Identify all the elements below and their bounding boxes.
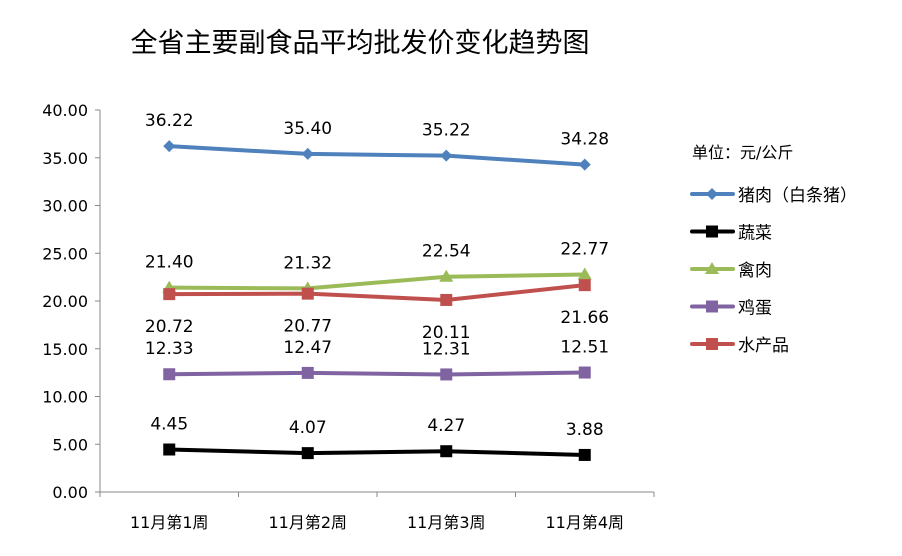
y-tick-label: 40.00 — [42, 101, 88, 120]
legend-label: 水产品 — [738, 336, 789, 356]
data-point — [440, 293, 453, 306]
data-label: 36.22 — [145, 111, 194, 131]
data-label: 20.77 — [283, 317, 332, 337]
legend-label: 蔬菜 — [738, 224, 772, 244]
series-line — [169, 144, 585, 167]
y-tick-label: 0.00 — [52, 483, 88, 502]
data-point — [163, 288, 176, 301]
data-point — [301, 147, 314, 160]
data-label: 21.66 — [560, 308, 609, 328]
chart-title: 全省主要副食品平均批发价变化趋势图 — [131, 28, 590, 59]
legend-label: 鸡蛋 — [738, 299, 772, 319]
data-label: 21.32 — [283, 253, 332, 273]
data-label: 35.22 — [422, 121, 471, 141]
x-tick-label: 11月第1周 — [130, 513, 209, 532]
data-point — [301, 287, 314, 300]
series-line — [169, 447, 585, 457]
y-tick-label: 30.00 — [42, 197, 88, 216]
data-label: 12.31 — [422, 339, 471, 359]
data-point — [163, 368, 176, 381]
data-point — [578, 279, 591, 292]
data-point — [440, 368, 453, 381]
legend-marker — [706, 300, 718, 313]
data-point — [163, 443, 176, 456]
data-label: 4.45 — [150, 415, 188, 435]
data-label: 20.72 — [145, 317, 194, 337]
data-label: 35.40 — [283, 119, 332, 139]
data-point — [578, 448, 591, 461]
y-tick-label: 25.00 — [42, 244, 88, 263]
series-line — [169, 283, 585, 302]
data-label: 12.51 — [560, 338, 609, 358]
data-point — [440, 149, 453, 162]
data-point — [163, 140, 176, 153]
legend-marker — [706, 338, 718, 350]
series-line — [169, 272, 585, 291]
data-label: 34.28 — [560, 130, 609, 150]
unit-label: 单位：元/公斤 — [692, 143, 793, 162]
data-label: 20.11 — [422, 323, 471, 343]
y-tick-label: 5.00 — [52, 435, 88, 454]
legend-marker — [706, 188, 718, 200]
data-point — [578, 158, 591, 171]
data-label: 12.33 — [145, 339, 194, 359]
y-tick-label: 20.00 — [42, 292, 88, 311]
data-label: 4.07 — [289, 418, 327, 438]
data-point — [440, 445, 453, 458]
data-point — [578, 366, 591, 379]
legend-label: 禽肉 — [738, 261, 772, 281]
legend-marker — [705, 262, 719, 274]
data-label: 4.27 — [427, 416, 465, 436]
y-tick-label: 10.00 — [42, 388, 88, 407]
data-point — [577, 267, 592, 280]
series-line — [169, 370, 585, 377]
data-point — [439, 269, 454, 282]
data-point — [301, 366, 314, 379]
x-tick-label: 11月第3周 — [407, 513, 486, 532]
data-label: 22.54 — [422, 242, 471, 262]
data-label: 21.40 — [145, 253, 194, 273]
data-label: 3.88 — [566, 420, 604, 440]
legend-label: 猪肉（白条猪） — [738, 186, 857, 206]
x-tick-label: 11月第4周 — [545, 513, 624, 532]
x-tick-label: 11月第2周 — [268, 513, 347, 532]
data-label: 22.77 — [560, 240, 609, 260]
data-label: 12.47 — [283, 338, 332, 358]
data-point — [301, 447, 314, 460]
legend-marker — [706, 225, 718, 238]
y-tick-label: 35.00 — [42, 149, 88, 168]
y-tick-label: 15.00 — [42, 340, 88, 359]
